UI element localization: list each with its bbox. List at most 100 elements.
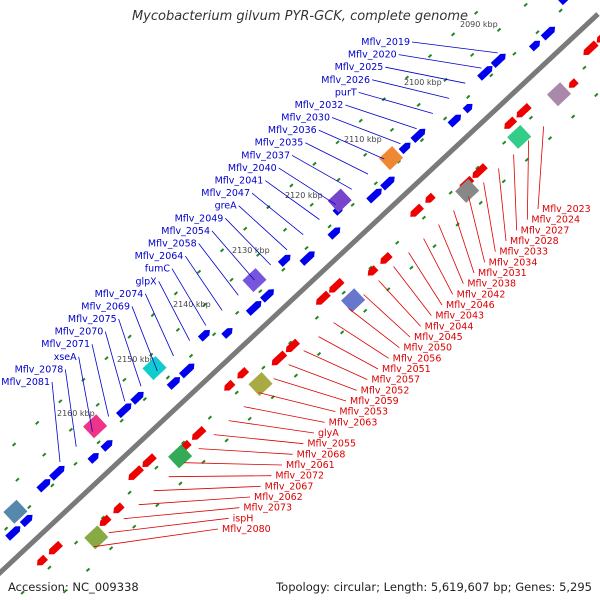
reverse-gene-arrow [367, 265, 379, 276]
forward-gene-arrow [260, 289, 275, 303]
tick-dash [339, 330, 345, 335]
label-leader-line [153, 485, 261, 492]
reverse-gene-arrow [329, 277, 345, 293]
forward-gene-arrow [447, 114, 462, 128]
label-leader-line [526, 140, 529, 220]
label-leader-line [225, 218, 271, 266]
tick-dash [455, 222, 460, 227]
label-leader-line [273, 378, 347, 402]
reverse-gene-arrow [316, 290, 331, 305]
reverse-gene-arrow [425, 192, 436, 203]
label-leader-line [498, 168, 507, 242]
reverse-gene-label: Mflv_2034 [489, 257, 538, 268]
forward-gene-arrow [221, 328, 233, 339]
forward-gene-label: Mflv_2058 [148, 238, 197, 249]
tick-dash [234, 390, 239, 395]
tick-dash [20, 590, 25, 595]
feature-block [3, 499, 28, 524]
map-title: Mycobacterium gilvum PYR-GCK, complete g… [131, 9, 469, 24]
reverse-gene-label: Mflv_2057 [371, 375, 420, 386]
reverse-gene-label: glyA [318, 428, 339, 439]
reverse-gene-arrow [36, 554, 49, 566]
tick-dash [178, 481, 183, 486]
tick-dash [127, 490, 132, 495]
reverse-gene-label: Mflv_2043 [435, 311, 484, 322]
tick-dash [404, 75, 410, 80]
reverse-gene-arrow [113, 502, 125, 514]
tick-label: 2100 kbp [404, 78, 442, 87]
tick-dash [108, 546, 114, 551]
tick-dash [395, 240, 400, 245]
forward-gene-label: Mflv_2026 [321, 75, 370, 86]
tick-dash [235, 310, 240, 315]
tick-dash [68, 427, 74, 432]
label-leader-line [138, 496, 251, 506]
label-leader-line [168, 475, 272, 478]
label-leader-line [385, 66, 466, 84]
reverse-gene-label: Mflv_2055 [307, 439, 356, 450]
reverse-gene-arrow [380, 251, 393, 264]
tick-dash [150, 312, 155, 318]
reverse-gene-arrow [410, 203, 424, 217]
forward-gene-label: Mflv_2049 [175, 213, 224, 224]
forward-gene-arrow [166, 377, 181, 390]
forward-gene-arrow [410, 128, 426, 143]
tick-dash [389, 127, 395, 132]
reverse-gene-label: Mflv_2028 [510, 236, 559, 247]
tick-dash [547, 136, 553, 141]
feature-block [168, 444, 193, 469]
forward-gene-label: purT [335, 87, 357, 98]
tick-dash [142, 397, 147, 402]
tick-dash [416, 102, 421, 107]
reverse-gene-label: Mflv_2044 [425, 321, 474, 332]
reverse-gene-label: ispH [233, 513, 254, 524]
tick-dash [266, 205, 271, 210]
tick-dash [309, 202, 314, 207]
forward-gene-arrow [19, 514, 33, 528]
tick-dash [335, 140, 340, 145]
tick-dash [132, 524, 137, 529]
tick-dash [363, 308, 368, 313]
tick-dash [594, 92, 599, 98]
tick-dash [3, 526, 9, 531]
label-leader-line [348, 308, 400, 348]
genome-backbone [0, 12, 600, 577]
tick-dash [50, 483, 55, 488]
label-leader-line [318, 336, 379, 370]
forward-gene-arrow [490, 53, 506, 69]
feature-block [455, 178, 480, 203]
tick-dash [409, 265, 414, 270]
forward-gene-arrow [245, 301, 262, 316]
reverse-gene-label: Mflv_2051 [382, 364, 431, 375]
label-leader-line [408, 252, 443, 306]
reverse-gene-label: Mflv_2027 [521, 225, 570, 236]
tick-dash [42, 452, 47, 457]
forward-gene-label: xseA [54, 352, 77, 363]
feature-block [546, 82, 572, 107]
forward-gene-arrow [5, 526, 21, 541]
feature-block [507, 124, 532, 149]
forward-gene-label: Mflv_2071 [41, 339, 90, 350]
tick-dash [501, 179, 506, 184]
label-leader-line [211, 230, 255, 281]
forward-gene-arrow [528, 40, 541, 52]
label-leader-line [318, 129, 385, 160]
label-leader-line [213, 434, 304, 445]
label-leader-line [288, 364, 357, 391]
tick-dash [450, 32, 456, 37]
tick-label: 2110 kbp [344, 135, 382, 144]
reverse-gene-label: Mflv_2061 [286, 460, 335, 471]
reverse-gene-label: Mflv_2031 [478, 268, 527, 279]
tick-dash [175, 327, 181, 332]
topology-text: Topology: circular; Length: 5,619,607 bp… [276, 580, 592, 594]
gene-features [3, 0, 600, 566]
tick-dash [11, 442, 17, 447]
reverse-gene-arrow [583, 40, 599, 56]
tick-dash [127, 334, 132, 339]
forward-gene-label: Mflv_2047 [201, 188, 250, 199]
forward-gene-label: Mflv_2030 [281, 113, 330, 124]
tick-label: 2150 kbp [117, 355, 155, 364]
forward-gene-label: Mflv_2037 [241, 150, 290, 161]
forward-gene-arrow [197, 329, 210, 342]
